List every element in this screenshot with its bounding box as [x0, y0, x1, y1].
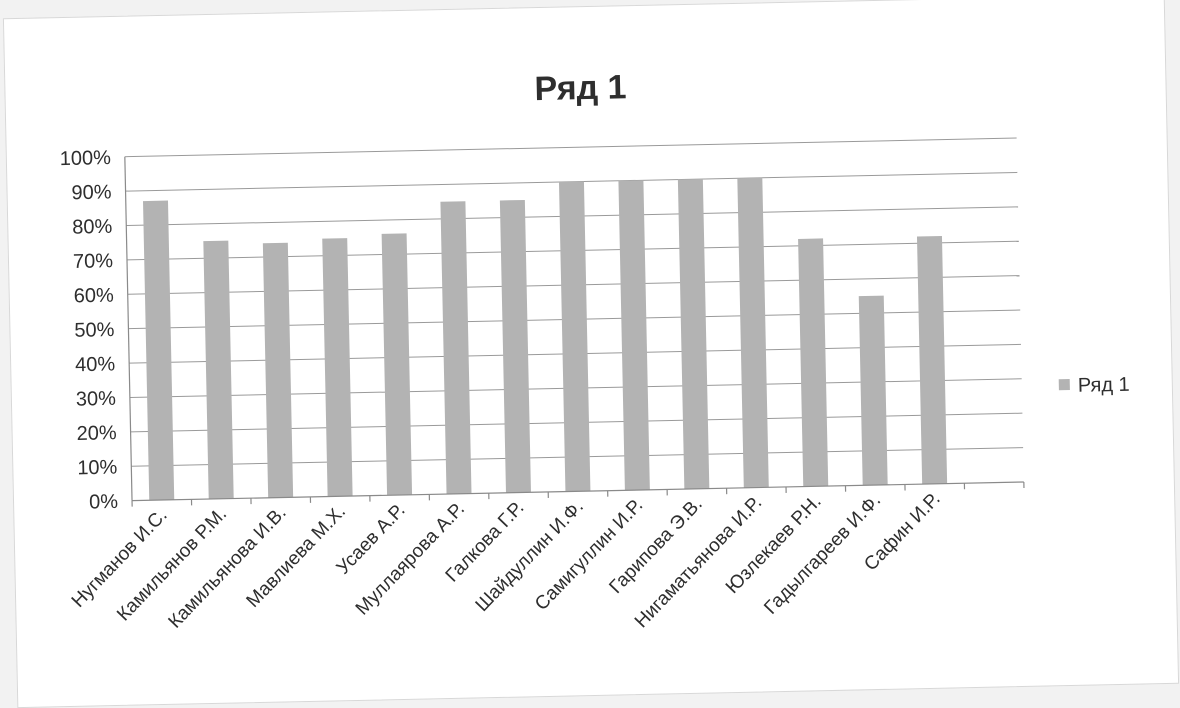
- bar: [382, 233, 412, 495]
- bar: [203, 241, 233, 499]
- y-tick-label: 80%: [72, 216, 113, 239]
- y-tick-label: 0%: [89, 491, 119, 514]
- x-axis-ticks: Нугманов И.С.Камильянов Р.М.Камильянова …: [66, 488, 947, 644]
- legend: Ряд 1: [1059, 374, 1130, 397]
- bar: [263, 243, 293, 498]
- y-tick-label: 50%: [74, 319, 115, 342]
- bar: [618, 180, 649, 490]
- x-tick-label: Шайдуллин И.Ф.: [472, 496, 588, 616]
- legend-swatch: [1059, 379, 1070, 390]
- legend-label: Ряд 1: [1078, 374, 1130, 397]
- bar: [559, 182, 590, 492]
- y-tick-label: 40%: [75, 353, 116, 376]
- y-tick-label: 30%: [76, 388, 117, 411]
- bar: [143, 201, 174, 501]
- bar: [798, 238, 828, 486]
- bar: [859, 296, 888, 486]
- bar: [322, 238, 352, 496]
- x-tick-label: Самигуллин И.Р.: [531, 495, 647, 615]
- y-tick-label: 70%: [73, 250, 114, 273]
- y-tick-label: 10%: [77, 457, 118, 480]
- x-tick-label: Муллаярова А.Р.: [352, 499, 469, 620]
- bar: [500, 200, 531, 493]
- y-tick-label: 60%: [73, 285, 114, 308]
- y-axis-ticks: 0% 10% 20% 30% 40% 50% 60% 70% 80% 90% 100%: [59, 147, 118, 514]
- bar-chart: Ряд 1 0%10%20%30%40%50%60%70%80%90%100% …: [4, 0, 1178, 707]
- bar: [917, 236, 947, 484]
- bar: [440, 201, 471, 494]
- bar: [678, 179, 709, 489]
- y-tick-label: 100%: [59, 147, 111, 170]
- gridline: [125, 138, 1017, 157]
- chart-frame: Ряд 1 0%10%20%30%40%50%60%70%80%90%100% …: [3, 0, 1179, 708]
- y-tick-label: 90%: [71, 181, 112, 204]
- bar: [737, 178, 768, 488]
- chart-title: Ряд 1: [534, 68, 627, 108]
- y-tick-label: 20%: [76, 422, 117, 445]
- x-tick-label: Мавлиева М.Х.: [243, 501, 350, 612]
- x-tick-label: Камильянов Р.М.: [113, 504, 231, 626]
